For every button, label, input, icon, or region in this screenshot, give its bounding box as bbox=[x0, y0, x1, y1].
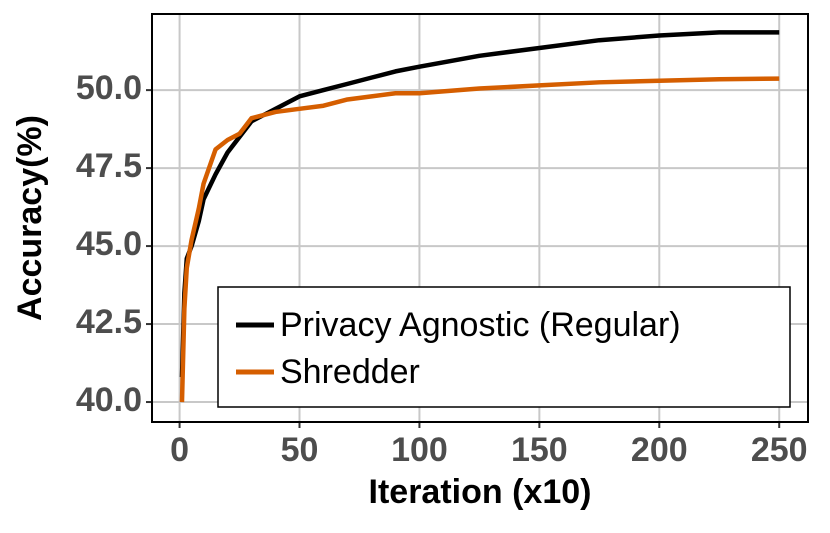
line-series bbox=[179, 76, 780, 403]
y-tick-label: 45.0 bbox=[76, 225, 142, 263]
y-tick-label: 47.5 bbox=[76, 147, 142, 185]
y-tick-label: 40.0 bbox=[76, 381, 142, 419]
x-tick-label: 50 bbox=[281, 431, 319, 469]
legend-label: Shredder bbox=[280, 353, 420, 391]
legend-box bbox=[217, 286, 791, 408]
x-axis-title: Iteration (x10) bbox=[369, 473, 592, 511]
line-series bbox=[179, 30, 780, 378]
legend-label: Privacy Agnostic (Regular) bbox=[280, 306, 681, 344]
plot-border bbox=[151, 13, 809, 423]
y-tick-label: 42.5 bbox=[76, 303, 142, 341]
legend: Privacy Agnostic (Regular) Shredder bbox=[217, 286, 791, 408]
x-tick-label: 100 bbox=[391, 431, 448, 469]
y-axis-title: Accuracy(%) bbox=[11, 115, 49, 321]
x-tick-label: 0 bbox=[170, 431, 189, 469]
y-tick-label: 50.0 bbox=[76, 69, 142, 107]
x-tick-label: 200 bbox=[631, 431, 688, 469]
x-tick-label: 250 bbox=[751, 431, 808, 469]
x-tick-label: 150 bbox=[511, 431, 568, 469]
